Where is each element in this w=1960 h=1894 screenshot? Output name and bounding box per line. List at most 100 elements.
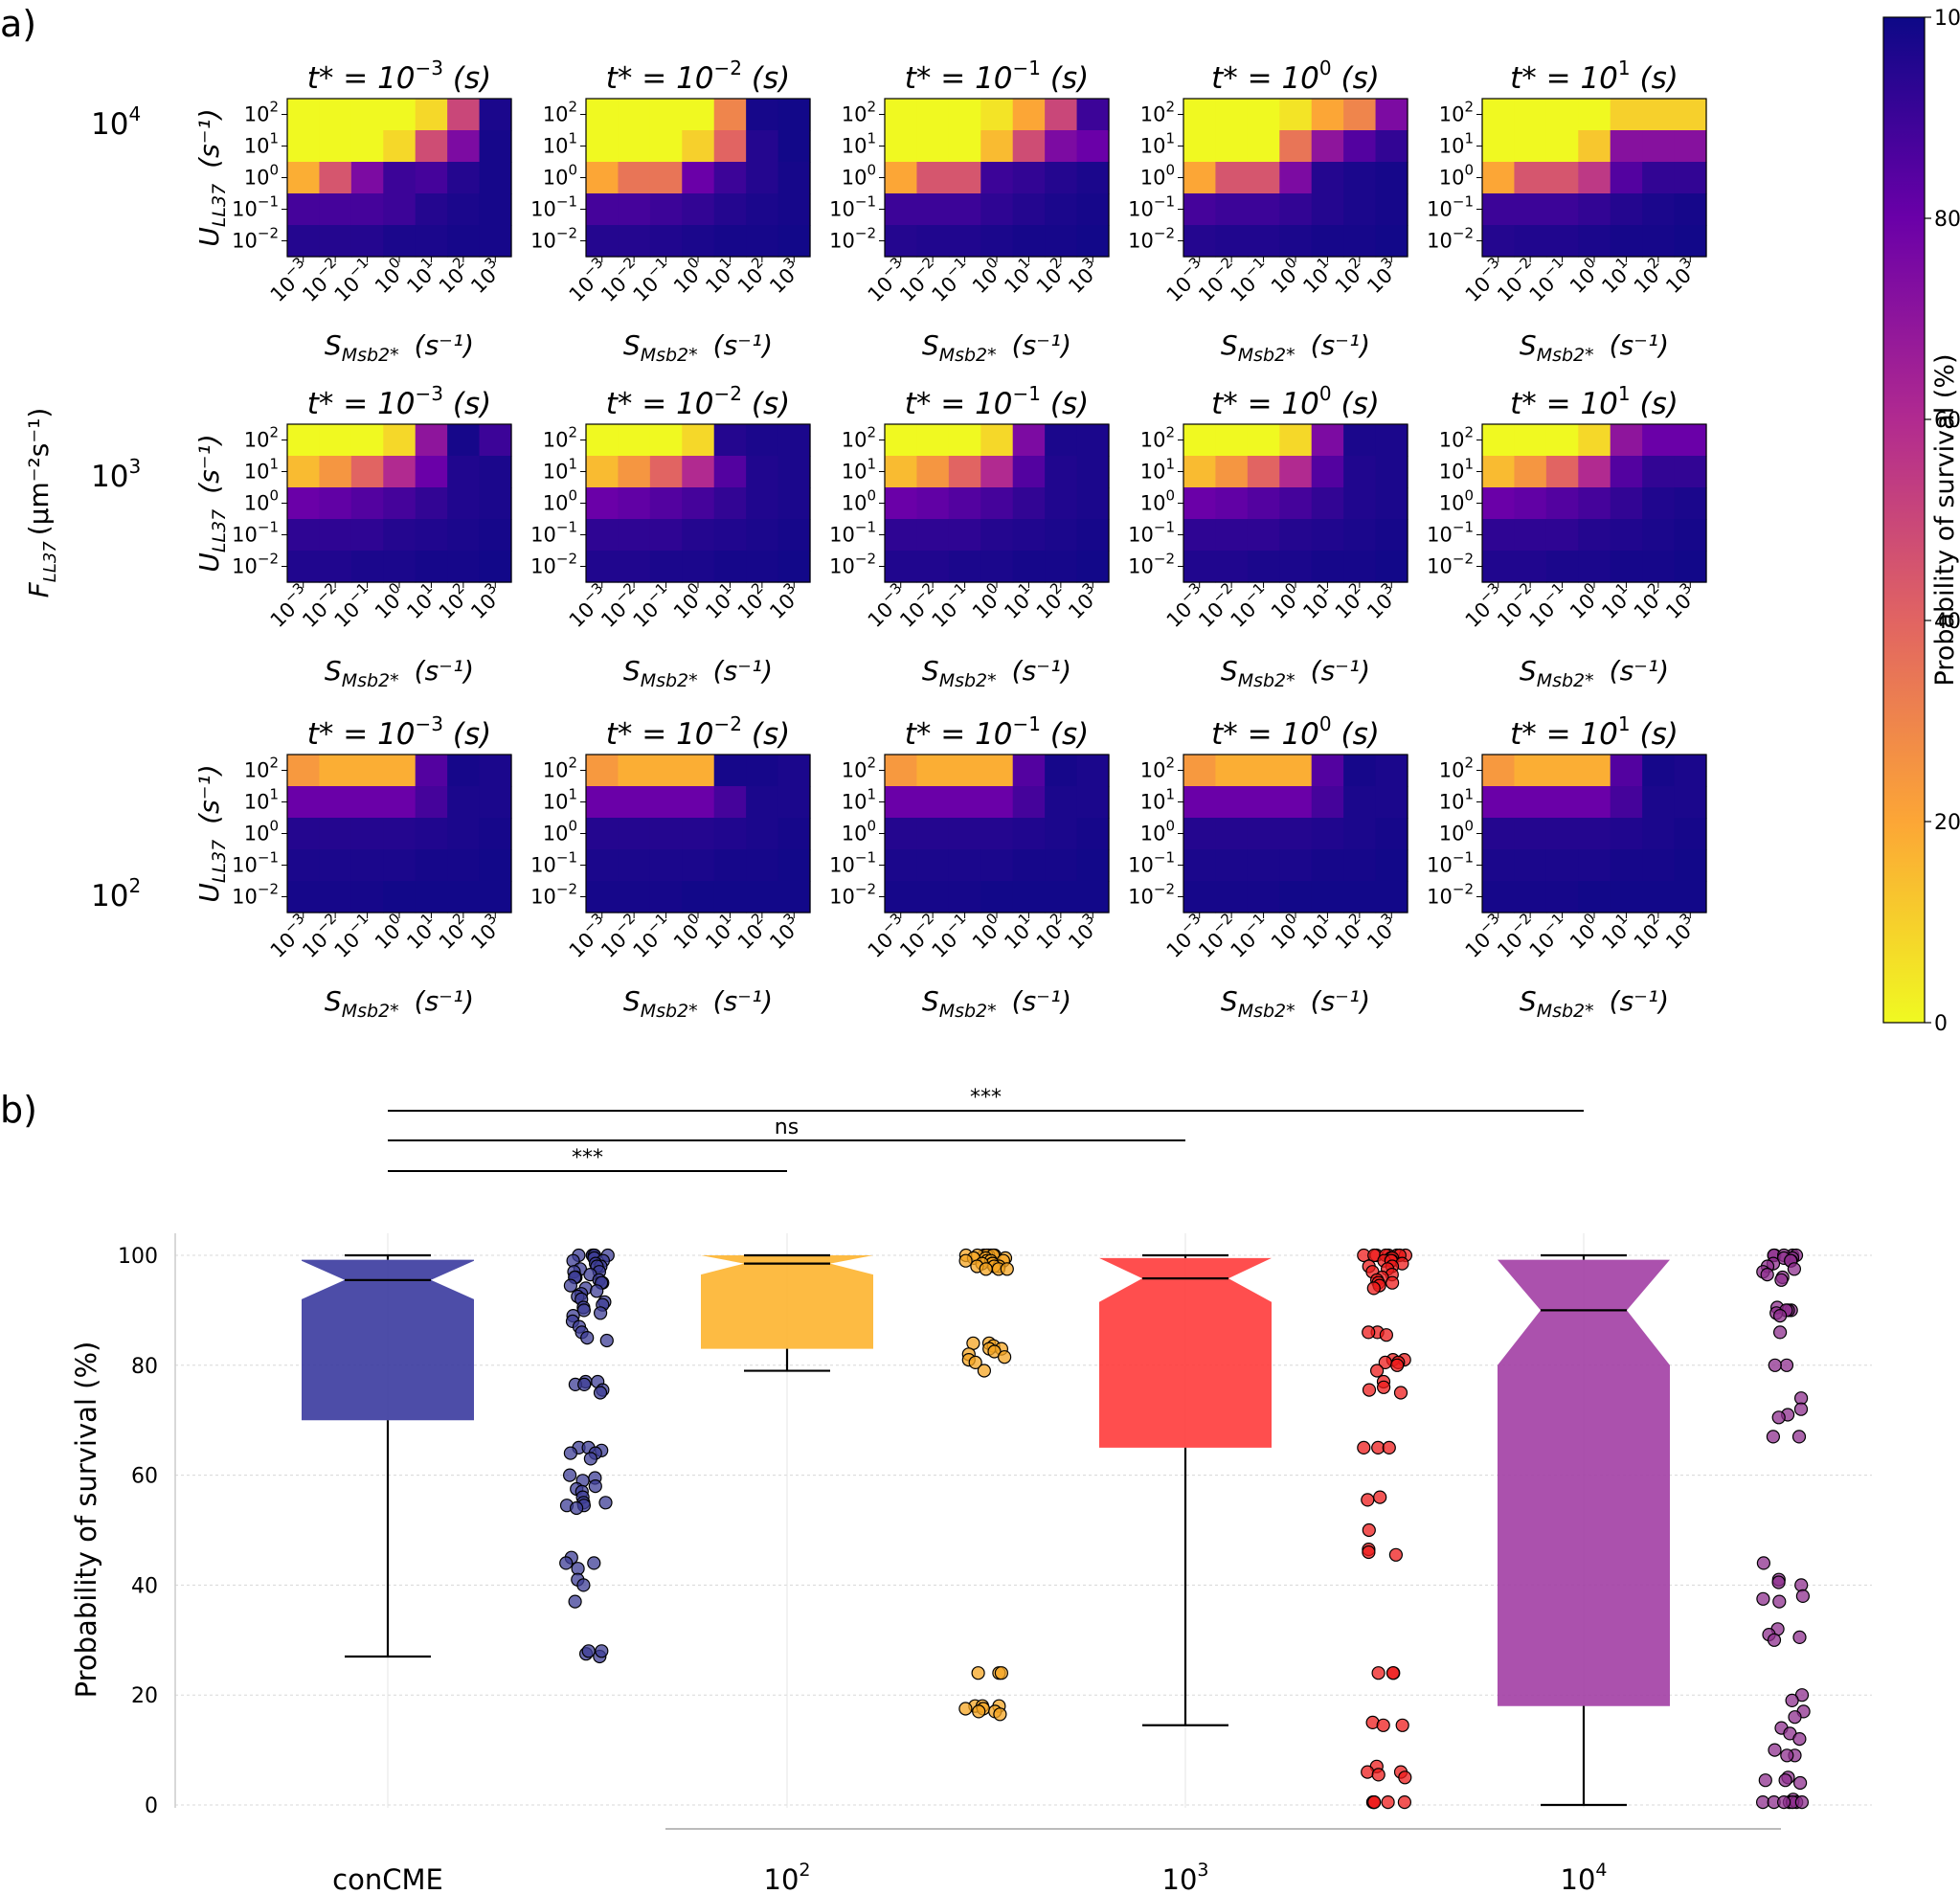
box-body <box>1498 1259 1670 1706</box>
y-tick-label: 10−2 <box>1427 551 1474 578</box>
heatmap-cell <box>1545 519 1579 552</box>
heatmap-cell <box>1545 755 1579 787</box>
heatmap-cell <box>1247 130 1280 163</box>
heatmap-cell <box>980 456 1014 488</box>
y-tick-label: 102 <box>1140 755 1175 782</box>
heatmap-cell <box>980 130 1014 163</box>
heatmap-cell <box>649 130 683 163</box>
heatmap-cell <box>1247 519 1280 552</box>
y-tick-label: 102 <box>1439 424 1474 452</box>
heatmap-cell <box>885 818 918 850</box>
heatmap-cell <box>479 755 512 787</box>
heatmap-cell <box>1215 849 1249 882</box>
heatmap-cell <box>916 99 950 131</box>
heatmap-cell <box>1642 130 1676 163</box>
data-point <box>581 1644 596 1658</box>
heatmap-title: t* = 10−3 (s) <box>307 712 491 752</box>
heatmap-cell <box>447 519 481 552</box>
heatmap-cell <box>916 456 950 488</box>
heatmap-cell <box>618 881 651 913</box>
heatmap-title: t* = 10−2 (s) <box>606 382 790 421</box>
heatmap-cell <box>447 818 481 850</box>
heatmap-cell <box>447 487 481 520</box>
heatmap-cell <box>1642 424 1676 457</box>
heatmap-cell <box>383 162 417 194</box>
x-tick-label: 103 <box>762 910 806 954</box>
heatmap-cell <box>287 162 321 194</box>
heatmap-cell <box>287 849 321 882</box>
colorbar-tick-label: 100 <box>1934 7 1960 31</box>
data-point <box>958 1702 973 1716</box>
heatmap-cell <box>618 849 651 882</box>
heatmap-cell <box>980 99 1014 131</box>
heatmap-cell <box>777 162 811 194</box>
y-tick-label: 101 <box>543 456 577 484</box>
heatmap-cell <box>1482 99 1516 131</box>
heatmap-panel: t* = 101 (s)10210110010−110−210−310−210−… <box>1427 712 1707 1022</box>
heatmap-cell <box>383 225 417 258</box>
heatmap-cell <box>649 881 683 913</box>
data-point <box>1390 1358 1405 1372</box>
heatmap-cell <box>1343 818 1377 850</box>
heatmap-cell <box>1311 849 1344 882</box>
heatmap-cell <box>948 193 981 226</box>
heatmap-cell <box>1642 193 1676 226</box>
y-tick-label: 100 <box>1140 162 1175 190</box>
box-body <box>701 1255 873 1349</box>
data-point <box>1397 1794 1412 1810</box>
heatmap-cell <box>1514 162 1547 194</box>
heatmap-cell <box>447 225 481 258</box>
heatmap-cell <box>586 130 620 163</box>
y-tick-label: 10−1 <box>232 519 279 547</box>
heatmap-cell <box>746 162 779 194</box>
heatmap-panel: t* = 10−2 (s)10210110010−110−210−310−210… <box>530 712 811 1022</box>
heatmap-cell <box>1578 487 1611 520</box>
heatmap-cell <box>1012 881 1046 913</box>
heatmap-cell <box>287 193 321 226</box>
data-point <box>1768 1743 1782 1757</box>
boxplot-y-label: Probability of survival (%) <box>70 1342 102 1699</box>
colorbar-ticks: 0 20 40 60 80 100 <box>1925 7 1960 1036</box>
heatmap-cell <box>916 818 950 850</box>
heatmap-cell <box>1642 225 1676 258</box>
heatmap-cell <box>1610 99 1643 131</box>
heatmap-panel: t* = 10−3 (s)10210110010−110−210−310−210… <box>193 382 512 691</box>
heatmap-cell <box>980 551 1014 583</box>
heatmap-cell <box>980 519 1014 552</box>
heatmap-cell <box>1375 456 1408 488</box>
boxplot-boxes <box>302 1253 1670 1807</box>
data-point <box>599 1333 614 1348</box>
heatmap-title: t* = 10−3 (s) <box>307 382 491 421</box>
heatmap-cell <box>713 130 747 163</box>
heatmap-cell <box>746 487 779 520</box>
heatmap-cell <box>319 456 352 488</box>
heatmap-cell <box>948 519 981 552</box>
heatmap-title: t* = 100 (s) <box>1211 382 1380 421</box>
heatmap-cell <box>1482 881 1516 913</box>
heatmap-title: t* = 10−3 (s) <box>307 56 491 96</box>
y-tick-label: 102 <box>1140 424 1175 452</box>
heatmap-cell <box>885 786 918 819</box>
heatmap-cell <box>447 130 481 163</box>
y-tick-label: 10−2 <box>1427 225 1474 253</box>
heatmap-panel: t* = 10−3 (s)10210110010−110−210−310−210… <box>193 712 512 1022</box>
heatmap-cell <box>1247 881 1280 913</box>
data-point <box>1379 1328 1394 1342</box>
x-tick-label: 102 <box>1327 579 1371 623</box>
y-tick-label: 10−1 <box>1427 519 1474 547</box>
heatmap-title: t* = 100 (s) <box>1211 56 1380 96</box>
heatmap-cell <box>1076 849 1110 882</box>
heatmap-cell <box>682 130 715 163</box>
heatmap-cell <box>1642 551 1676 583</box>
heatmap-cell <box>1674 130 1707 163</box>
heatmap-cell <box>777 424 811 457</box>
data-point <box>562 1468 577 1482</box>
heatmap-cell <box>350 818 384 850</box>
heatmap-cell <box>479 551 512 583</box>
heatmap-panel: t* = 100 (s)10210110010−110−210−310−210−… <box>1128 56 1408 366</box>
heatmap-cell <box>1247 786 1280 819</box>
heatmap-cell <box>682 849 715 882</box>
y-tick-label: 102 <box>543 424 577 452</box>
points-0 <box>559 1248 615 1664</box>
heatmap-cell <box>1279 456 1313 488</box>
